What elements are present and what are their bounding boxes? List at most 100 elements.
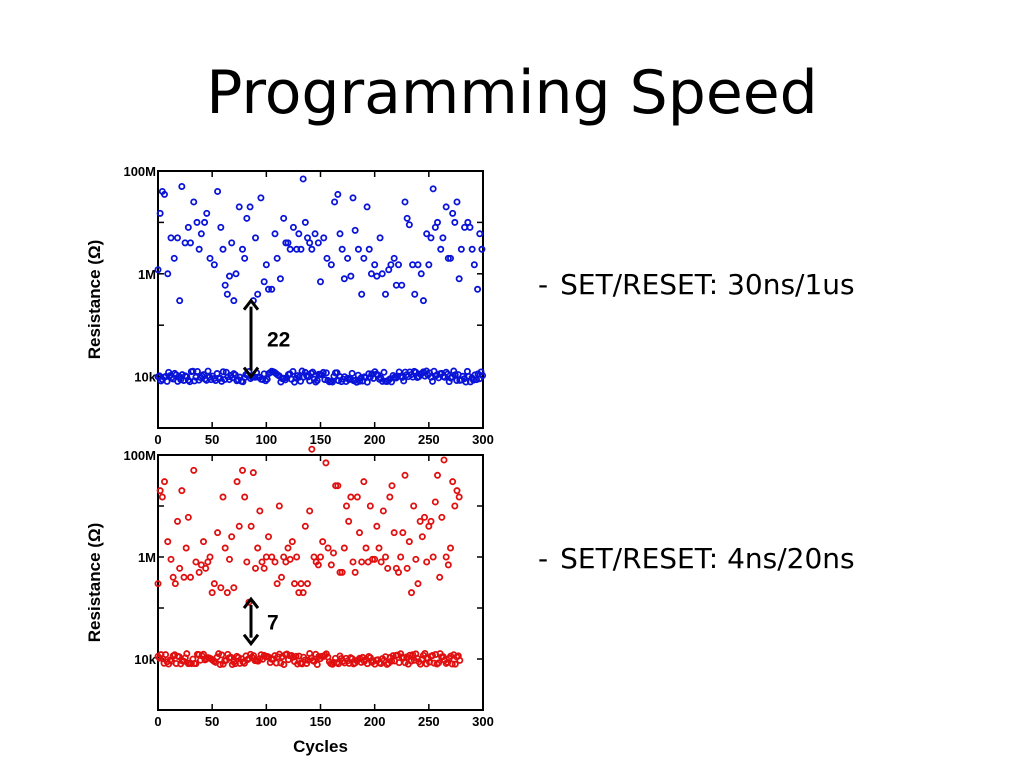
data-point-hrs [280,214,288,222]
data-point-hrs [301,522,309,530]
data-point-lrs [477,368,485,376]
data-point-lrs [183,650,191,658]
x-tick-label: 250 [418,714,440,729]
data-point-hrs [470,261,478,269]
data-point-lrs [192,660,200,668]
data-point-hrs [297,580,305,588]
data-point-hrs [340,544,348,552]
data-point-hrs [399,529,407,537]
data-point-hrs [403,564,411,572]
data-point-hrs [381,290,389,298]
data-point-hrs [446,544,454,552]
data-point-hrs [427,234,435,242]
data-point-hrs [164,538,172,546]
data-point-hrs [173,234,181,242]
data-point-hrs [301,218,309,226]
data-point-hrs [260,278,268,286]
data-point-hrs [199,538,207,546]
data-point-lrs [380,368,388,376]
x-tick-label: 150 [310,432,332,447]
data-point-hrs [243,214,251,222]
data-point-hrs [360,478,368,486]
data-point-hrs [327,261,335,269]
data-point-hrs [319,538,327,546]
data-point-hrs [230,297,238,305]
data-point-lrs [435,659,443,667]
data-point-hrs [171,580,179,588]
data-point-lrs [400,377,408,385]
data-point-hrs [195,568,203,576]
data-point-lrs [313,661,321,669]
data-point-hrs [299,175,307,183]
data-point-hrs [419,297,427,305]
data-point-hrs [355,529,363,537]
data-point-hrs [303,580,311,588]
data-point-hrs [223,290,231,298]
data-point-lrs [365,370,373,378]
plot-frame [157,454,484,711]
data-point-hrs [264,533,272,541]
data-point-hrs [351,226,359,234]
data-point-hrs [262,553,270,561]
data-point-hrs [210,580,218,588]
data-point-hrs [457,245,465,253]
data-point-lrs [479,371,487,379]
data-point-hrs [257,194,265,202]
data-point-hrs [390,529,398,537]
data-point-hrs [449,209,457,217]
data-point-hrs [349,194,357,202]
data-point-lrs [328,378,336,386]
data-point-hrs [354,245,362,253]
data-point-hrs [455,493,463,501]
data-point-hrs [363,203,371,211]
bullet-dash: - [538,268,549,301]
data-point-lrs [429,377,437,385]
data-point-hrs [217,584,225,592]
data-point-hrs [297,245,305,253]
data-point-hrs [378,270,386,278]
x-tick-label: 300 [472,432,494,447]
data-point-hrs [308,445,316,453]
data-point-hrs [417,270,425,278]
data-point-hrs [235,203,243,211]
data-point-hrs [478,245,486,253]
data-point-hrs [386,493,394,501]
data-point-hrs [453,487,461,495]
data-point-hrs [403,214,411,222]
x-axis-title: Cycles [293,737,348,756]
data-point-hrs [254,544,262,552]
data-point-hrs [358,558,366,566]
data-point-hrs [264,285,272,293]
data-point-hrs [206,254,214,262]
data-point-hrs [345,517,353,525]
data-point-hrs [387,261,395,269]
data-point-hrs [277,573,285,581]
data-point-hrs [176,564,184,572]
data-point-hrs [474,285,482,293]
data-point-hrs [241,254,249,262]
x-tick-label: 300 [472,714,494,729]
data-point-hrs [331,198,339,206]
data-point-lrs [280,661,288,669]
x-tick-label: 0 [154,714,161,729]
data-point-hrs [260,564,268,572]
slide-title: Programming Speed [206,58,818,128]
data-point-hrs [340,275,348,283]
data-point-hrs [376,234,384,242]
data-point-hrs [412,555,420,563]
data-point-lrs [292,652,300,660]
annotation-arrow-head-down [242,366,260,380]
data-point-hrs [320,234,328,242]
data-point-hrs [247,522,255,530]
data-point-hrs [221,544,229,552]
data-point-hrs [371,261,379,269]
data-point-hrs [451,502,459,510]
data-point-hrs [375,544,383,552]
data-point-hrs [167,555,175,563]
data-point-hrs [225,272,233,280]
data-point-hrs [243,558,251,566]
data-point-hrs [429,185,437,193]
data-point-hrs [322,459,330,467]
data-point-hrs [295,230,303,238]
data-point-hrs [214,187,222,195]
